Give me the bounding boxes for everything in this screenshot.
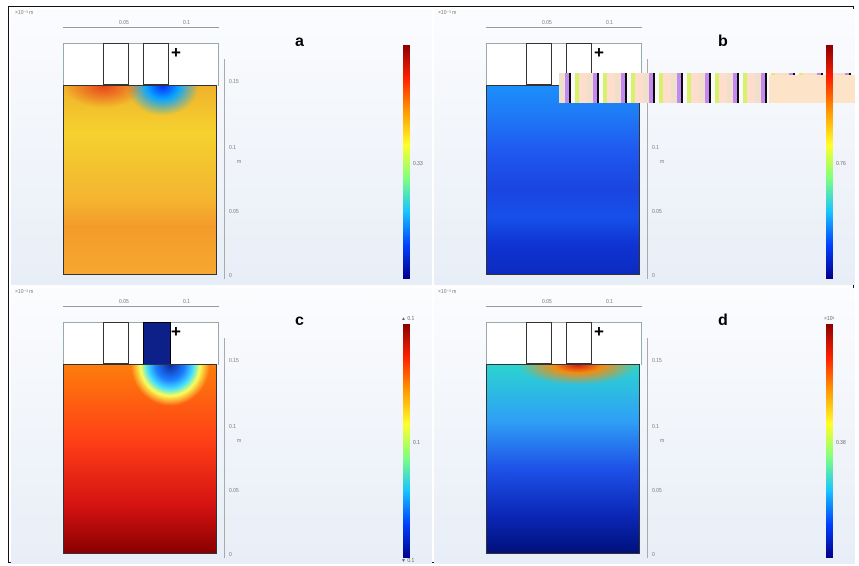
- right-axis-tick: 0.1: [229, 145, 236, 151]
- right-axis-unit: m: [660, 438, 665, 444]
- panel-letter: c: [295, 312, 304, 329]
- axis-scale-label: ×10⁻³ m: [15, 289, 34, 295]
- top-axis: [63, 306, 219, 307]
- panel-letter: d: [718, 312, 728, 329]
- right-axis-tick: 0.1: [229, 424, 236, 430]
- right-axis: [224, 338, 225, 558]
- axis-scale-label: ×10⁻³ m: [15, 10, 34, 16]
- right-axis-tick: 0.15: [229, 79, 239, 85]
- top-domain-outline: [486, 322, 642, 365]
- electrode-left: [526, 43, 552, 85]
- right-axis: [647, 338, 648, 558]
- positive-electrode-marker: +: [171, 43, 181, 62]
- colorbar-label: 0.33: [413, 161, 423, 167]
- electrode-left: [103, 43, 129, 85]
- panel-letter: b: [718, 33, 728, 50]
- top-axis-tick: 0.05: [119, 20, 129, 26]
- electrode-right: [566, 322, 592, 364]
- panel-c: ×10⁻³ m 0.05 0.1 + 0.15 0.1 0.05 0 m c ▲…: [11, 288, 432, 564]
- image-artifact: [769, 75, 855, 103]
- colorbar: [826, 45, 833, 279]
- axis-scale-label: ×10⁻³ m: [438, 289, 457, 295]
- top-axis: [486, 306, 642, 307]
- right-axis: [647, 59, 648, 279]
- top-axis-tick: 0.1: [183, 299, 190, 305]
- right-axis-tick: 0: [652, 273, 655, 279]
- right-axis-tick: 0.05: [229, 488, 239, 494]
- colorbar-label: 0.38: [836, 440, 846, 446]
- right-axis-tick: 0: [229, 273, 232, 279]
- right-axis-tick: 0.15: [652, 358, 662, 364]
- right-axis-tick: 0.1: [652, 145, 659, 151]
- field-map: [63, 85, 217, 275]
- top-axis: [63, 27, 219, 28]
- panel-a: ×10⁻³ m 0.05 0.1 + 0.15 0.1 0.05 0 m a 0…: [11, 9, 432, 285]
- colorbar: [403, 324, 410, 558]
- electrode-right: [143, 322, 171, 372]
- figure: ×10⁻³ m 0.05 0.1 + 0.15 0.1 0.05 0 m a 0…: [8, 6, 855, 564]
- top-domain-outline: [63, 322, 219, 365]
- field-map: [63, 364, 217, 554]
- positive-electrode-marker: +: [594, 43, 604, 62]
- right-axis-tick: 0.15: [229, 358, 239, 364]
- colorbar-max-label: ×10³: [824, 316, 835, 322]
- electrode-left: [526, 322, 552, 364]
- top-axis-tick: 0.05: [542, 299, 552, 305]
- top-axis-tick: 0.1: [183, 20, 190, 26]
- positive-electrode-marker: +: [171, 322, 181, 341]
- right-axis-tick: 0.05: [652, 488, 662, 494]
- right-axis-tick: 0.05: [652, 209, 662, 215]
- field-map: [486, 85, 640, 275]
- right-axis: [224, 59, 225, 279]
- colorbar-label: 0.1: [413, 440, 420, 446]
- right-axis-tick: 0.1: [652, 424, 659, 430]
- top-domain-outline: [63, 43, 219, 86]
- colorbar-min-label: ▼ 0.1: [401, 558, 415, 564]
- top-axis-tick: 0.05: [119, 299, 129, 305]
- colorbar-label: 0.76: [836, 161, 846, 167]
- right-axis-unit: m: [660, 159, 665, 165]
- electrode-right: [143, 43, 169, 85]
- colorbar-max-label: ▲ 0.1: [401, 316, 415, 322]
- panel-d: ×10⁻³ m 0.05 0.1 + 0.15 0.1 0.05 0 m d ×…: [434, 288, 855, 564]
- field-map: [486, 364, 640, 554]
- colorbar: [403, 45, 410, 279]
- colorbar: [826, 324, 833, 558]
- panel-letter: a: [295, 33, 304, 50]
- right-axis-unit: m: [237, 438, 242, 444]
- top-axis-tick: 0.1: [606, 299, 613, 305]
- panel-b: ×10⁻³ m 0.05 0.1 + 0.15 0.1 0.05 0 m b 0…: [434, 9, 855, 285]
- positive-electrode-marker: +: [594, 322, 604, 341]
- right-axis-tick: 0: [229, 552, 232, 558]
- top-axis-tick: 0.1: [606, 20, 613, 26]
- right-axis-unit: m: [237, 159, 242, 165]
- right-axis-tick: 0: [652, 552, 655, 558]
- top-axis: [486, 27, 642, 28]
- axis-scale-label: ×10⁻³ m: [438, 10, 457, 16]
- right-axis-tick: 0.05: [229, 209, 239, 215]
- electrode-left: [103, 322, 129, 364]
- top-axis-tick: 0.05: [542, 20, 552, 26]
